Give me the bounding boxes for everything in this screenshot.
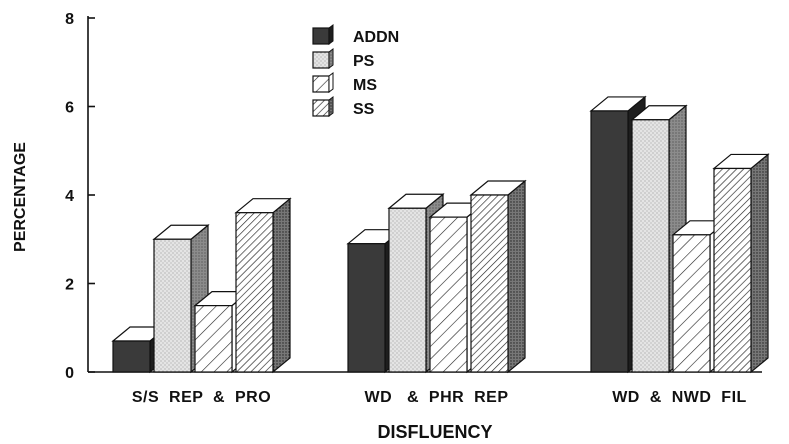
legend-label: PS xyxy=(353,53,375,70)
bar-ss-2 xyxy=(469,179,527,374)
bar-ss-1 xyxy=(234,197,292,374)
legend: ADDN PS MS SS xyxy=(312,24,399,118)
legend-label: MS xyxy=(353,77,377,94)
legend-item-addn: ADDN xyxy=(312,24,399,46)
y-axis-title: PERCENTAGE xyxy=(12,142,29,252)
y-tick-label: 0 xyxy=(65,365,74,382)
bar-ss-3 xyxy=(712,153,770,374)
labels: 0 2 4 6 8 S/S REP & PRO WD & PHR REP WD & NWD F… xyxy=(12,11,747,442)
legend-label: SS xyxy=(353,101,375,118)
y-tick-label: 6 xyxy=(65,100,74,117)
legend-item-ms: MS xyxy=(312,72,377,94)
x-category-label: WD & PHR REP xyxy=(364,389,508,406)
legend-item-ss: SS xyxy=(312,96,375,118)
legend-swatch xyxy=(312,51,330,69)
x-category-label: WD & NWD FIL xyxy=(612,389,747,406)
x-category-label: S/S REP & PRO xyxy=(132,389,271,406)
y-tick-label: 4 xyxy=(65,188,74,205)
legend-item-ps: PS xyxy=(312,48,375,70)
legend-label: ADDN xyxy=(353,29,399,46)
legend-swatch xyxy=(312,75,330,93)
legend-swatch xyxy=(312,27,330,45)
bars xyxy=(111,95,770,374)
legend-swatch xyxy=(312,99,330,117)
x-axis-title: DISFLUENCY xyxy=(377,422,492,442)
y-tick-label: 2 xyxy=(65,277,74,294)
y-tick-label: 8 xyxy=(65,11,74,28)
